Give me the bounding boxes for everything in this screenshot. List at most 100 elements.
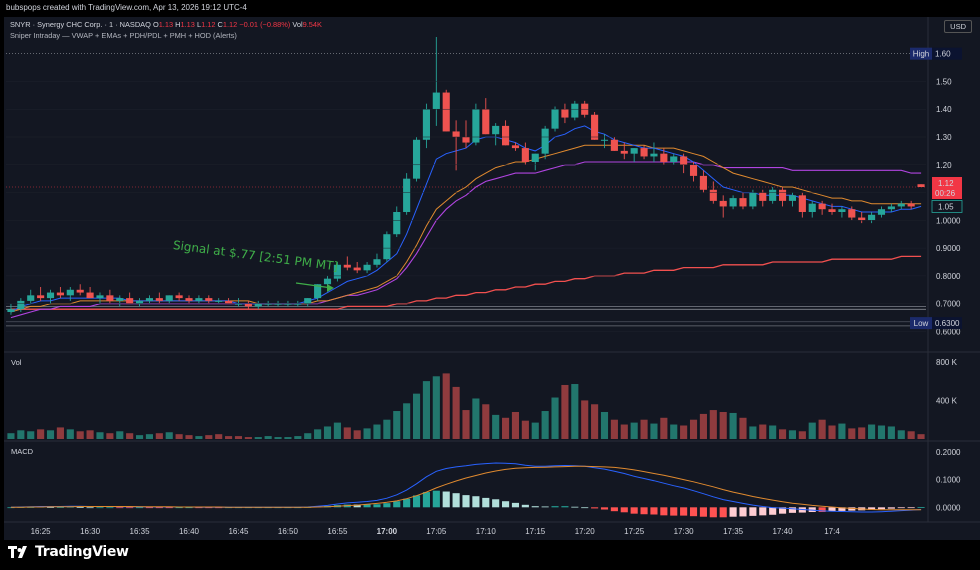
time-tick-label: 17:20 <box>575 527 596 536</box>
macd-histogram-bar <box>86 507 94 509</box>
candle-body <box>323 278 332 285</box>
candle-body <box>96 295 104 299</box>
macd-histogram-bar <box>462 495 470 508</box>
volume-bar <box>274 437 282 439</box>
volume-bar <box>887 426 895 439</box>
time-tick-label: 16:35 <box>130 527 151 536</box>
macd-histogram-bar <box>472 496 480 508</box>
vwap-badge-value: 1.05 <box>938 202 954 211</box>
volume-bar <box>215 434 223 439</box>
volume-bar <box>452 386 460 439</box>
candle-body <box>86 292 94 299</box>
macd-histogram-bar <box>739 507 747 517</box>
macd-histogram-bar <box>709 507 717 518</box>
high-badge-label: High <box>913 50 929 59</box>
ema-long-line <box>10 255 922 310</box>
volume-bar <box>333 422 341 439</box>
candle-body <box>689 164 698 176</box>
macd-histogram-bar <box>482 497 490 508</box>
volume-bar <box>304 433 312 439</box>
candle-body <box>452 131 460 137</box>
symbol-legend: SNYR · Synergy CHC Corp. · 1 · NASDAQ O 1… <box>10 20 322 29</box>
macd-histogram-bar <box>877 507 886 510</box>
volume-bar <box>640 419 648 439</box>
candle-body <box>254 303 262 307</box>
macd-histogram-bar <box>749 507 757 516</box>
volume-bar <box>422 381 430 439</box>
volume-bar <box>56 427 64 439</box>
volume-bar <box>323 426 332 439</box>
macd-histogram-bar <box>116 507 124 509</box>
high-badge-value: 1.60 <box>935 50 951 59</box>
signal-arrow <box>295 282 333 289</box>
close-value: 1.12 <box>222 20 238 29</box>
chart-canvas[interactable]: 1.501.401.301.201.101.00000.90000.80000.… <box>4 17 980 540</box>
macd-histogram-bar <box>620 507 628 513</box>
candle-body <box>56 292 64 296</box>
ema-fast-line <box>10 125 922 313</box>
volume-bar <box>719 411 727 439</box>
candle-body <box>729 198 737 207</box>
volume-tick-label: 800 K <box>936 358 958 367</box>
macd-histogram-bar <box>155 507 163 509</box>
candle-body <box>76 289 84 293</box>
macd-histogram-bar <box>126 507 134 509</box>
volume-bar <box>808 422 816 439</box>
volume-bar <box>254 437 262 439</box>
chart-area[interactable]: 1.501.401.301.201.101.00000.90000.80000.… <box>4 17 980 540</box>
volume-bar <box>363 428 371 439</box>
macd-histogram-bar <box>353 504 361 508</box>
candle-body <box>620 150 628 154</box>
macd-histogram-bar <box>610 507 618 512</box>
vwap-line <box>10 161 922 319</box>
high-value: 1.13 <box>180 20 195 29</box>
price-tick-label: 1.40 <box>936 105 952 114</box>
open-label: O <box>152 20 159 29</box>
candle-body <box>333 264 341 279</box>
volume-bar <box>591 404 599 439</box>
candle-body <box>185 298 193 301</box>
brand-footer: TradingView <box>8 544 129 560</box>
close-label: C <box>217 20 223 29</box>
candle-body <box>135 300 144 304</box>
volume-bar <box>86 430 94 439</box>
volume-bar <box>699 413 707 439</box>
candle-body <box>818 203 826 210</box>
macd-histogram-bar <box>887 507 895 509</box>
volume-bar <box>521 420 529 439</box>
candle-body <box>46 292 55 299</box>
macd-histogram-bar <box>511 502 520 508</box>
volume-bar <box>165 432 173 439</box>
low-badge-label: Low <box>914 319 929 328</box>
indicator-legend[interactable]: Sniper Intraday — VWAP + EMAs + PDH/PDL … <box>10 31 237 40</box>
candle-body <box>719 200 727 207</box>
candle-body <box>353 267 361 271</box>
last-price-bg <box>932 177 962 199</box>
low-value: 1.12 <box>201 20 216 29</box>
candle-body <box>749 192 757 207</box>
volume-bar <box>175 434 183 439</box>
macd-histogram-bar <box>788 507 797 513</box>
candle-body <box>482 109 490 135</box>
candle-body <box>403 178 411 212</box>
macd-histogram-bar <box>699 507 707 517</box>
volume-bar <box>155 433 163 439</box>
volume-bar <box>403 403 411 439</box>
volume-bar <box>571 384 579 439</box>
symbol-info[interactable]: SNYR · Synergy CHC Corp. · 1 · NASDAQ <box>10 20 151 29</box>
candle-body <box>165 295 173 301</box>
macd-histogram-bar <box>373 504 381 508</box>
time-tick-label: 17:25 <box>624 527 645 536</box>
volume-bar <box>660 417 668 439</box>
candle-body <box>343 264 351 268</box>
volume-bar <box>373 424 381 439</box>
volume-bar <box>798 431 806 439</box>
candle-body <box>660 153 668 162</box>
currency-button[interactable]: USD <box>944 20 972 33</box>
macd-histogram-bar <box>383 503 391 508</box>
tradingview-logo-icon <box>8 546 27 558</box>
price-tick-label: 1.20 <box>936 161 952 170</box>
high-label: H <box>175 20 181 29</box>
volume-bar <box>145 434 154 439</box>
